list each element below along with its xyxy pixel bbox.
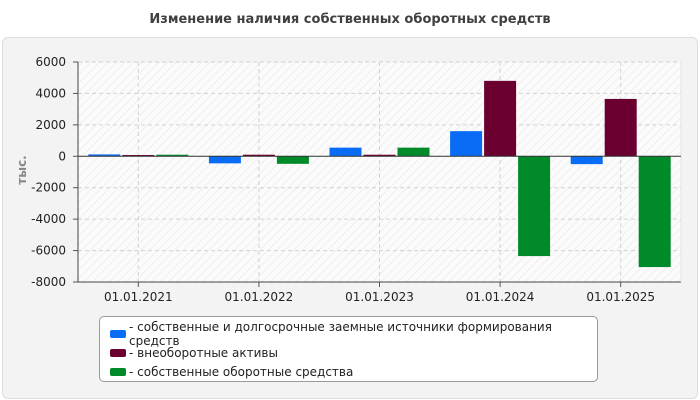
bar — [363, 154, 396, 157]
legend-item: - собственные и долгосрочные заемные ист… — [100, 320, 597, 348]
legend-label: - внеоборотные активы — [129, 345, 278, 360]
bars — [88, 80, 671, 268]
bar — [638, 156, 671, 268]
bar — [604, 98, 637, 157]
bar — [570, 156, 603, 165]
legend-item: - собственные оборотные средства — [100, 362, 597, 381]
bar — [88, 154, 121, 157]
bar — [484, 80, 517, 157]
x-tick-label: 01.01.2023 — [345, 290, 414, 304]
legend: - собственные и долгосрочные заемные ист… — [99, 316, 598, 382]
bar — [329, 147, 362, 157]
legend-label: - собственные оборотные средства — [129, 364, 354, 379]
bar — [156, 154, 189, 157]
x-tick-label: 01.01.2024 — [466, 290, 535, 304]
axes: 6000 4000 2000 0 -2000 -4000 -6000 -8000 01.01.2… — [31, 55, 682, 304]
bar — [397, 147, 430, 157]
y-tick-label: 2000 — [35, 118, 66, 132]
y-tick-label: -8000 — [31, 275, 66, 289]
y-tick-label: -6000 — [31, 244, 66, 258]
legend-item: - внеоборотные активы — [100, 343, 597, 362]
legend-swatch — [110, 329, 126, 338]
x-tick-label: 01.01.2025 — [586, 290, 655, 304]
bar — [276, 156, 309, 164]
chart-title: Изменение наличия собственных оборотных … — [149, 12, 551, 27]
bar — [450, 131, 483, 157]
y-tick-label: 6000 — [35, 55, 66, 69]
legend-swatch — [110, 367, 126, 376]
y-axis-label: тыс. — [15, 155, 29, 184]
x-tick-label: 01.01.2021 — [104, 290, 173, 304]
y-tick-label: 0 — [58, 149, 66, 163]
bar — [518, 156, 551, 257]
legend-swatch — [110, 348, 126, 357]
bar — [208, 156, 241, 164]
bar — [122, 155, 155, 157]
x-tick-label: 01.01.2022 — [225, 290, 294, 304]
plot-area — [78, 62, 681, 282]
y-tick-label: -4000 — [31, 212, 66, 226]
y-tick-label: -2000 — [31, 181, 66, 195]
y-tick-label: 4000 — [35, 86, 66, 100]
bar — [242, 154, 275, 157]
legend-label: - собственные и долгосрочные заемные ист… — [129, 319, 552, 348]
